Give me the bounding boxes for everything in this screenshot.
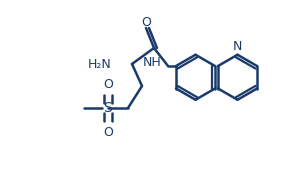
Text: H₂N: H₂N xyxy=(88,58,112,71)
Text: O: O xyxy=(103,77,113,90)
Text: N: N xyxy=(233,40,242,53)
Text: NH: NH xyxy=(143,56,162,68)
Text: O: O xyxy=(141,15,151,28)
Text: O: O xyxy=(103,126,113,138)
Text: S: S xyxy=(104,101,112,115)
